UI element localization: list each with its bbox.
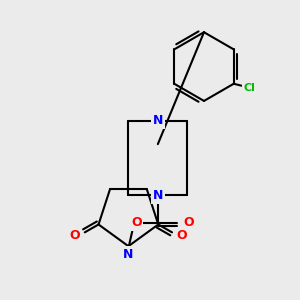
Text: N: N (153, 114, 163, 127)
Text: Cl: Cl (244, 83, 255, 93)
Text: N: N (123, 248, 134, 260)
Text: N: N (153, 189, 163, 202)
Text: O: O (183, 216, 194, 229)
Text: O: O (131, 216, 142, 229)
Text: O: O (176, 229, 187, 242)
Text: O: O (70, 229, 80, 242)
